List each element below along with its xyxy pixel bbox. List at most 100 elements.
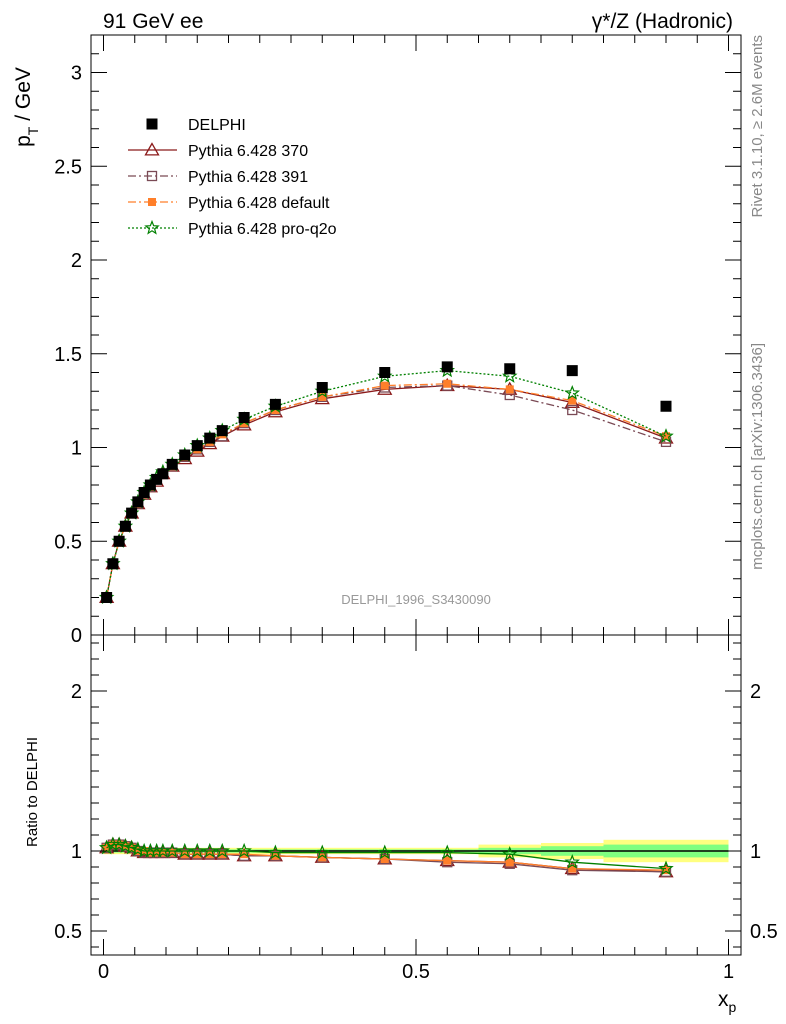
main-point-default	[380, 381, 389, 390]
main-y-tick-label: 0.5	[54, 531, 82, 553]
main-point-data	[179, 449, 191, 461]
ratio-point-default	[443, 856, 452, 865]
main-point-data	[166, 458, 178, 470]
main-line-p370	[105, 384, 667, 598]
main-point-default	[505, 385, 514, 394]
mcplots-label: mcplots.cern.ch [arXiv:1306.3436]	[749, 343, 766, 570]
ratio-y-tick-label-right: 0.5	[750, 921, 778, 943]
main-y-tick-label: 1.5	[54, 344, 82, 366]
ratio-line-proq2o	[106, 843, 667, 870]
ratio-point-default	[380, 855, 389, 863]
x-tick-label: 1	[723, 961, 734, 983]
main-point-data	[504, 363, 516, 375]
main-y-tick-label: 2.5	[54, 156, 82, 178]
main-point-default	[240, 419, 249, 428]
legend-marker-proq2o	[144, 219, 160, 235]
main-plot: 0 0.5 1 1.5 2 2.5 3 DELPHI_1996_S3430090 pT / …	[12, 34, 742, 647]
ratio-point-default	[505, 858, 514, 867]
legend-marker-default	[148, 198, 156, 206]
ratio-point-proq2o	[189, 842, 206, 858]
main-line-p391	[105, 384, 667, 598]
main-point-data	[157, 468, 169, 480]
ratio-y-tick-label: 1	[71, 841, 82, 863]
main-y-label: pT / GeV	[12, 67, 41, 147]
legend-label-p370: Pythia 6.428 370	[188, 143, 308, 160]
ratio-point-default	[133, 847, 142, 855]
legend-marker-data	[146, 118, 158, 130]
ratio-y-label: Ratio to DELPHI	[24, 737, 41, 847]
ratio-point-proq2o	[658, 860, 674, 876]
ratio-point-default	[152, 848, 161, 857]
ratio-y-tick-label: 0.5	[54, 921, 82, 943]
y-label-unit: / GeV	[12, 67, 35, 127]
main-point-default	[568, 396, 577, 405]
y-label-p: p	[12, 135, 35, 147]
watermark: DELPHI_1996_S3430090	[341, 592, 491, 607]
main-point-data	[269, 398, 281, 410]
main-point-data	[138, 487, 150, 498]
ratio-point-proq2o	[564, 854, 581, 869]
ratio-point-proq2o	[267, 844, 284, 860]
svg-text:pT / GeV: pT / GeV	[12, 67, 41, 147]
x-axis-label: xp	[718, 988, 737, 1015]
main-y-tick-label: 1	[71, 438, 82, 460]
main-point-data	[113, 535, 125, 547]
ratio-point-proq2o	[214, 842, 231, 858]
main-point-default	[662, 432, 670, 441]
main-point-proq2o	[658, 428, 674, 443]
legend-label-data: DELPHI	[188, 117, 246, 134]
main-point-data	[151, 473, 163, 485]
main-point-data	[126, 507, 138, 519]
ratio-point-default	[158, 848, 167, 857]
main-point-data	[441, 361, 453, 373]
main-point-proq2o	[564, 384, 581, 400]
ratio-point-proq2o	[176, 842, 193, 858]
main-point-data	[316, 382, 328, 393]
ratio-point-default	[568, 864, 577, 873]
legend: DELPHI Pythia 6.428 370 Pythia 6.428 391 Py…	[128, 117, 337, 238]
main-point-data	[119, 520, 131, 532]
x-tick-label: 0	[98, 961, 109, 983]
ratio-plot: 0.5 0.5 1 1 2 2 0 0.5 1 Ratio to DELPHI xp	[24, 634, 778, 1015]
main-point-data	[191, 440, 203, 452]
main-y-tick-label: 2	[71, 250, 82, 272]
main-point-data	[204, 432, 216, 444]
ratio-point-proq2o	[439, 844, 456, 860]
header-left: 91 GeV ee	[103, 10, 203, 33]
ratio-y-tick-label-right: 1	[750, 841, 761, 863]
main-point-default	[271, 406, 280, 414]
main-point-default	[318, 392, 327, 401]
ratio-point-proq2o	[201, 842, 218, 858]
main-point-data	[216, 425, 228, 437]
legend-marker-p370	[144, 142, 160, 156]
x-tick-label: 0.5	[402, 961, 430, 983]
main-point-data	[101, 592, 113, 603]
ratio-y-tick-label: 2	[71, 681, 82, 703]
ratio-frame	[90, 634, 742, 956]
legend-marker-p391	[146, 170, 158, 182]
main-y-tick-label: 3	[71, 63, 82, 85]
ratio-point-proq2o	[236, 842, 252, 858]
main-line-default	[105, 383, 667, 598]
legend-label-proq2o: Pythia 6.428 pro-q2o	[188, 221, 337, 238]
main-point-data	[566, 365, 578, 377]
main-point-data	[238, 412, 250, 423]
legend-label-default: Pythia 6.428 default	[188, 195, 330, 212]
main-point-data	[660, 400, 672, 412]
ratio-point-proq2o	[164, 842, 181, 858]
legend-label-p391: Pythia 6.428 391	[188, 169, 308, 186]
ratio-point-proq2o	[501, 846, 518, 861]
ratio-point-proq2o	[376, 844, 393, 860]
ratio-y-tick-label-right: 2	[750, 681, 761, 703]
main-point-data	[107, 558, 119, 570]
main-point-data	[144, 479, 156, 491]
rivet-label: Rivet 3.1.10, ≥ 2.6M events	[749, 35, 766, 218]
ratio-point-proq2o	[314, 844, 331, 860]
main-y-tick-label: 0	[71, 625, 82, 647]
ratio-point-default	[318, 853, 327, 862]
y-label-sub: T	[25, 126, 41, 135]
x-label-x: x	[718, 988, 729, 1011]
ratio-point-default	[146, 848, 155, 857]
x-label-sub: p	[729, 999, 737, 1015]
